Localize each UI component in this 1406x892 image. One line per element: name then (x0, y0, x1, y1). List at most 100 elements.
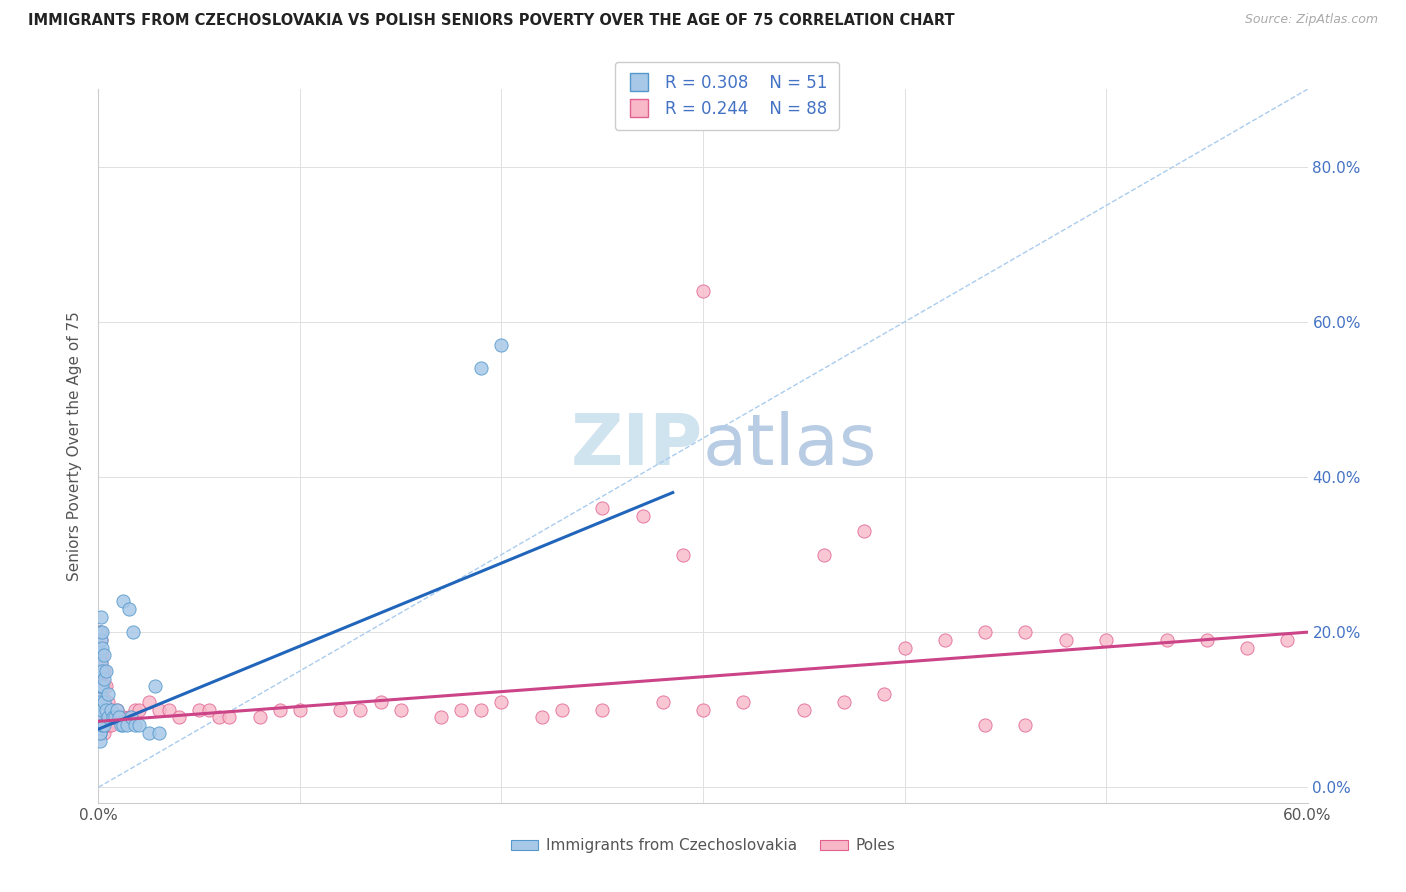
Point (89, 726, 111, 740)
Text: ZIP: ZIP (571, 411, 703, 481)
Point (118, 602, 141, 616)
Point (329, 703, 352, 717)
Point (188, 703, 211, 717)
Point (733, 695, 755, 709)
Point (101, 710, 124, 724)
Point (101, 710, 124, 724)
Point (96, 703, 118, 717)
Point (93, 726, 115, 740)
Point (138, 726, 160, 740)
Point (91, 718, 114, 732)
Point (269, 703, 291, 717)
Point (138, 695, 160, 709)
Point (110, 718, 132, 732)
Point (89, 680, 111, 694)
Point (89, 703, 111, 717)
Point (832, 695, 855, 709)
Point (249, 710, 271, 724)
Point (349, 703, 371, 717)
Point (692, 703, 714, 717)
Point (470, 703, 492, 717)
Point (128, 718, 150, 732)
Point (157, 703, 180, 717)
Point (115, 718, 138, 732)
Point (105, 703, 128, 717)
Point (198, 703, 221, 717)
Point (100, 703, 122, 717)
Point (93, 695, 115, 709)
Point (89, 648, 111, 663)
Point (93, 710, 115, 724)
Point (148, 703, 170, 717)
Point (934, 632, 956, 647)
Point (90, 672, 112, 686)
Point (90, 710, 112, 724)
Text: Source: ZipAtlas.com: Source: ZipAtlas.com (1244, 13, 1378, 27)
Point (651, 695, 673, 709)
Legend: Immigrants from Czechoslovakia, Poles: Immigrants from Czechoslovakia, Poles (505, 832, 901, 859)
Point (90, 695, 112, 709)
Point (90, 656, 112, 670)
Point (89, 648, 111, 663)
Point (89, 625, 111, 640)
Point (93, 680, 115, 694)
Point (148, 726, 170, 740)
Point (93, 718, 115, 732)
Point (103, 710, 125, 724)
Point (1014, 718, 1036, 732)
Point (93, 695, 115, 709)
Point (873, 687, 896, 701)
Point (430, 710, 453, 724)
Point (89, 710, 111, 724)
Point (1277, 632, 1299, 647)
Point (591, 703, 613, 717)
Point (107, 710, 129, 724)
Point (1095, 632, 1118, 647)
Point (974, 718, 997, 732)
Point (89, 726, 111, 740)
Point (89, 710, 111, 724)
Point (90, 609, 112, 624)
Point (491, 695, 513, 709)
Point (93, 672, 115, 686)
Y-axis label: Seniors Poverty Over the Age of 75: Seniors Poverty Over the Age of 75 (67, 311, 83, 581)
Point (591, 501, 613, 516)
Point (124, 703, 146, 717)
Point (91, 703, 114, 717)
Point (89, 640, 111, 655)
Point (97, 718, 120, 732)
Point (450, 703, 472, 717)
Point (143, 680, 166, 694)
Point (120, 710, 142, 724)
Point (89, 664, 111, 678)
Point (111, 710, 134, 724)
Point (91, 664, 114, 678)
Point (124, 718, 146, 732)
Point (793, 703, 815, 717)
Point (128, 703, 150, 717)
Point (100, 718, 122, 732)
Point (89, 695, 111, 709)
Point (97, 710, 120, 724)
Point (91, 718, 114, 732)
Text: atlas: atlas (703, 411, 877, 481)
Point (89, 687, 111, 701)
Point (89, 625, 111, 640)
Point (91, 680, 114, 694)
Point (89, 726, 111, 740)
Point (89, 672, 111, 686)
Point (89, 718, 111, 732)
Point (89, 733, 111, 747)
Point (87, 680, 110, 694)
Point (97, 695, 120, 709)
Point (91, 687, 114, 701)
Point (389, 703, 412, 717)
Point (1014, 625, 1036, 640)
Point (89, 664, 111, 678)
Point (107, 710, 129, 724)
Point (853, 524, 876, 539)
Point (93, 648, 115, 663)
Point (89, 703, 111, 717)
Point (91, 640, 114, 655)
Point (491, 338, 513, 352)
